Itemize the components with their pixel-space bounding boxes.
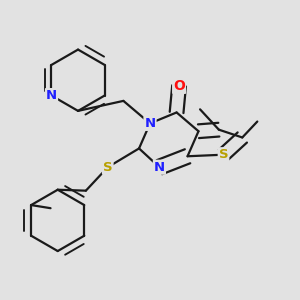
Text: N: N <box>144 117 156 130</box>
Text: S: S <box>103 161 112 174</box>
Text: O: O <box>173 79 185 93</box>
Text: N: N <box>46 89 57 102</box>
Text: S: S <box>219 148 228 161</box>
Text: N: N <box>154 161 165 174</box>
